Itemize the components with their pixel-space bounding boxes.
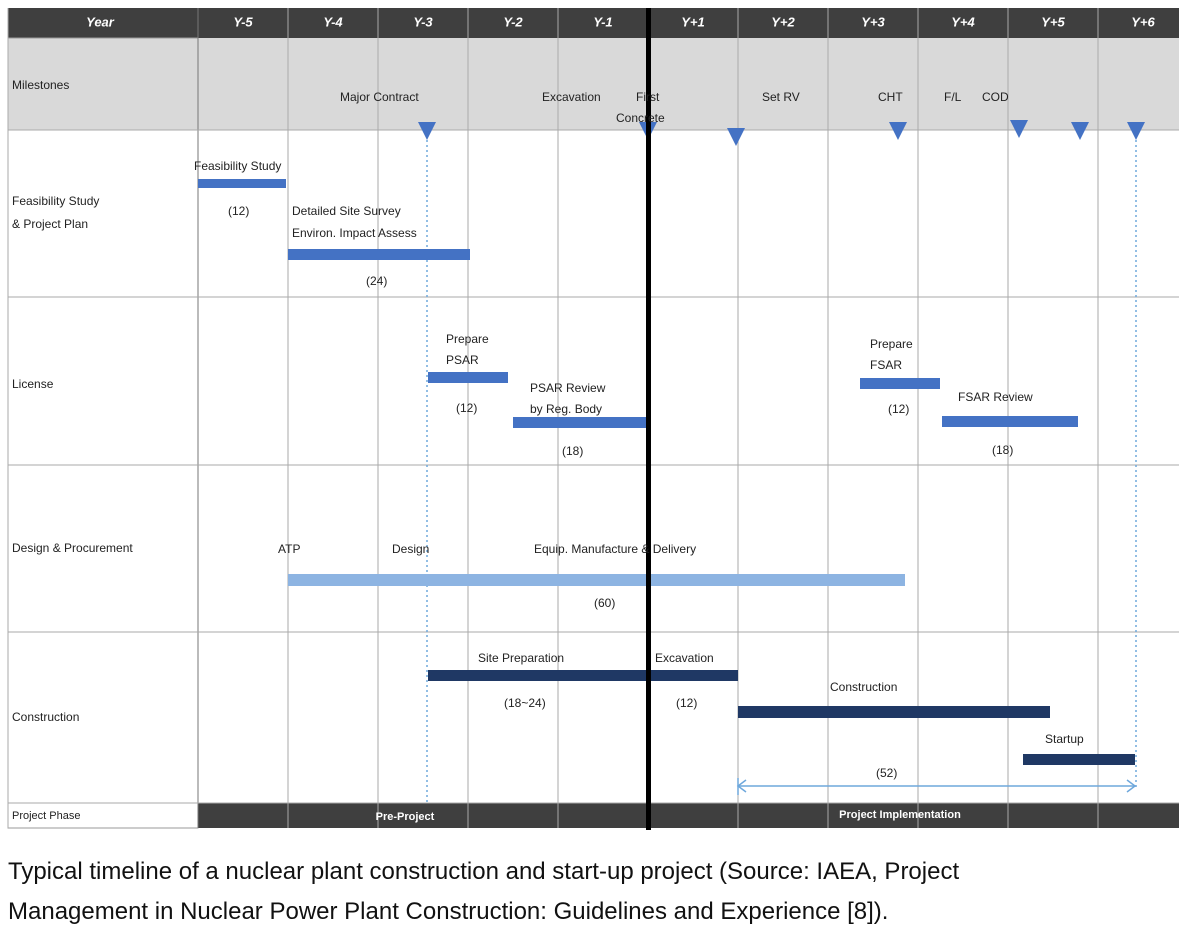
milestone: Major Contract bbox=[340, 90, 419, 104]
year-label: Y+2 bbox=[771, 14, 795, 29]
milestone-band bbox=[8, 38, 1179, 130]
row-label: Feasibility Study bbox=[12, 194, 99, 208]
phase-label: Pre-Project bbox=[376, 811, 435, 823]
task-label: Environ. Impact Assess bbox=[292, 226, 417, 240]
milestone: Excavation bbox=[542, 90, 601, 104]
duration: (12) bbox=[676, 696, 697, 710]
span-arrow bbox=[736, 778, 1137, 795]
task-label: Construction bbox=[830, 680, 897, 694]
row-label: Milestones bbox=[12, 78, 69, 92]
milestone: Concrete bbox=[616, 111, 665, 125]
caption-line: Typical timeline of a nuclear plant cons… bbox=[8, 858, 960, 885]
duration: (24) bbox=[366, 274, 387, 288]
triangle bbox=[727, 128, 745, 146]
bar bbox=[288, 249, 470, 260]
timeline: Year Y-5 Y-4 Y-3 Y-2 Y-1 Y+1 Y+2 Y+3 Y+4 Y+5 Y+6 M… bbox=[7, 8, 1179, 830]
task-label: FSAR Review bbox=[958, 390, 1033, 404]
duration: (18) bbox=[992, 443, 1013, 457]
duration: (12) bbox=[888, 402, 909, 416]
task-label: Equip. Manufacture & Delivery bbox=[534, 542, 696, 556]
bar bbox=[860, 378, 940, 389]
bar bbox=[288, 574, 905, 586]
bar bbox=[428, 670, 738, 681]
header-text: Year bbox=[86, 14, 115, 29]
task-label: Startup bbox=[1045, 732, 1084, 746]
year-label: Y+4 bbox=[951, 14, 975, 29]
year-label: Y+1 bbox=[681, 14, 705, 29]
year-label: Y-4 bbox=[323, 14, 343, 29]
header-band bbox=[8, 8, 1179, 38]
task-label: Excavation bbox=[655, 651, 714, 665]
task-label: Site Preparation bbox=[478, 651, 564, 665]
bar bbox=[428, 372, 508, 383]
task-label: Prepare bbox=[870, 337, 913, 351]
row-label: Design & Procurement bbox=[12, 541, 133, 555]
row-label: License bbox=[12, 377, 54, 391]
duration: (18~24) bbox=[504, 696, 546, 710]
duration: (12) bbox=[228, 204, 249, 218]
milestone: First bbox=[636, 90, 660, 104]
year-label: Y+6 bbox=[1131, 14, 1155, 29]
caption-line: Management in Nuclear Power Plant Constr… bbox=[8, 898, 889, 925]
duration: (12) bbox=[456, 401, 477, 415]
bar bbox=[1023, 754, 1135, 765]
milestone: Set RV bbox=[762, 90, 800, 104]
row-label: & Project Plan bbox=[12, 217, 88, 231]
triangle bbox=[1071, 122, 1089, 140]
task-label: ATP bbox=[278, 542, 300, 556]
task-label: PSAR bbox=[446, 353, 479, 367]
year-label: Y+3 bbox=[861, 14, 885, 29]
task-label: Feasibility Study bbox=[194, 159, 281, 173]
year-label: Y+5 bbox=[1041, 14, 1065, 29]
triangle bbox=[1010, 120, 1028, 138]
duration: (60) bbox=[594, 596, 615, 610]
task-label: FSAR bbox=[870, 358, 902, 372]
bar bbox=[198, 179, 286, 188]
year-label: Y-1 bbox=[593, 14, 612, 29]
phase-band bbox=[198, 803, 1179, 828]
row-label: Project Phase bbox=[12, 810, 80, 822]
milestone: COD bbox=[982, 90, 1009, 104]
bar bbox=[738, 706, 1050, 718]
today-line bbox=[646, 8, 651, 830]
task-label: Prepare bbox=[446, 332, 489, 346]
milestone: F/L bbox=[944, 90, 962, 104]
triangle bbox=[1127, 122, 1145, 140]
triangle bbox=[418, 122, 436, 140]
phase-label: Project Implementation bbox=[839, 809, 961, 821]
task-label: by Reg. Body bbox=[530, 402, 602, 416]
year-label: Y-2 bbox=[503, 14, 523, 29]
task-label: PSAR Review bbox=[530, 381, 606, 395]
duration: (52) bbox=[876, 766, 897, 780]
task-label: Detailed Site Survey bbox=[292, 204, 401, 218]
bar bbox=[513, 417, 648, 428]
milestone-triangles bbox=[418, 120, 1145, 146]
duration: (18) bbox=[562, 444, 583, 458]
bar bbox=[942, 416, 1078, 427]
year-label: Y-3 bbox=[413, 14, 433, 29]
task-label: Design bbox=[392, 542, 429, 556]
row-label: Construction bbox=[12, 710, 79, 724]
year-label: Y-5 bbox=[233, 14, 253, 29]
triangle bbox=[889, 122, 907, 140]
milestone: CHT bbox=[878, 90, 903, 104]
grid bbox=[7, 8, 1179, 828]
caption: Typical timeline of a nuclear plant cons… bbox=[8, 852, 959, 932]
